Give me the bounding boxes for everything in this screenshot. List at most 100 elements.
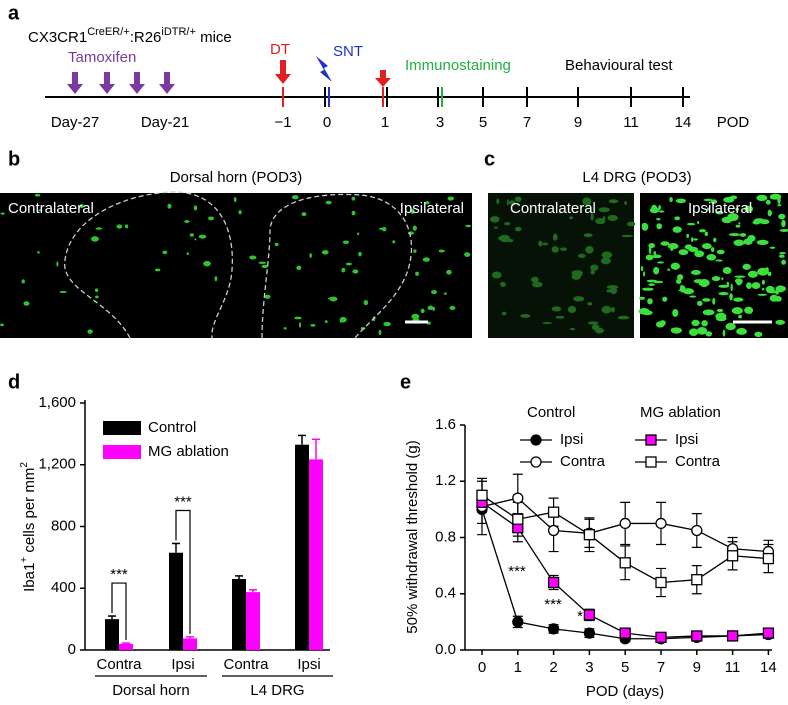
microglia-speck — [640, 266, 644, 272]
y-label-part: 2 — [19, 462, 30, 468]
marker — [655, 576, 667, 589]
microglia-speck — [777, 196, 781, 205]
legend-label: MG ablation — [148, 443, 229, 460]
microglia-speck — [647, 298, 653, 305]
microglia-speck — [712, 297, 716, 305]
microglia-speck — [0, 212, 5, 215]
pod-tick: −1 — [274, 114, 291, 131]
y-label-part: cells per mm — [21, 468, 38, 557]
microglia-speck — [678, 249, 689, 256]
microglia-speck — [648, 283, 655, 286]
microglia-speck — [203, 260, 211, 267]
microglia-speck — [91, 236, 99, 242]
microglia-speck — [34, 193, 41, 197]
marker — [512, 492, 524, 504]
microglia-speck — [711, 276, 721, 282]
microglia-speck — [715, 211, 724, 215]
microglia-speck — [656, 261, 665, 264]
microglia-speck — [378, 227, 387, 230]
microglia-speck — [363, 300, 369, 306]
significance-bracket — [111, 582, 127, 641]
microglia-speck — [301, 212, 307, 217]
legend-label: Contra — [675, 453, 721, 470]
microglia-speck — [691, 237, 694, 243]
marker — [726, 550, 739, 562]
microglia-speck — [498, 235, 507, 241]
microglia-speck — [342, 240, 350, 244]
marker — [583, 529, 596, 541]
microglia-speck — [324, 320, 328, 323]
microglia-speck — [411, 313, 420, 320]
microglia-speck — [729, 195, 738, 200]
microglia-speck — [675, 278, 682, 285]
microglia-speck — [514, 196, 522, 202]
legend-swatch — [103, 421, 141, 435]
microglia-speck — [690, 269, 701, 275]
drg-image — [640, 193, 788, 338]
microglia-speck — [742, 263, 751, 270]
microglia-speck — [706, 207, 710, 211]
microglia-speck — [489, 216, 500, 223]
microglia-speck — [447, 196, 455, 201]
microglia-speck — [198, 234, 207, 239]
microglia-speck — [686, 222, 696, 226]
bar — [232, 578, 246, 650]
microglia-speck — [327, 297, 334, 300]
microglia-speck — [412, 225, 417, 231]
microglia-speck — [449, 305, 456, 310]
microglia-speck — [422, 257, 430, 262]
annotation: *** — [544, 596, 562, 613]
group-label: L4 DRG — [250, 682, 304, 699]
dt-arrow — [375, 70, 391, 87]
microglia-speck — [606, 285, 619, 289]
legend-label: Ipsi — [675, 431, 698, 448]
annotation: *** — [508, 563, 526, 580]
microglia-speck — [754, 331, 763, 338]
timeline-labels: Day-27 Day-21 −1 0 1 3 5 7 9 11 14 POD — [51, 114, 750, 131]
microglia-speck — [777, 204, 782, 207]
microglia-speck — [731, 307, 743, 315]
microglia-speck — [653, 266, 660, 275]
dt-arrow — [275, 60, 291, 84]
microglia-speck — [672, 308, 679, 317]
microglia-speck — [339, 316, 347, 323]
microglia-speck — [154, 268, 161, 272]
microglia-speck — [446, 269, 452, 275]
microglia-speck — [621, 234, 634, 238]
legend-marker — [530, 434, 542, 446]
microglia-speck — [767, 209, 772, 217]
microglia-speck — [560, 247, 567, 251]
microglia-speck — [23, 301, 30, 306]
marker — [619, 557, 631, 569]
microglia-speck — [238, 210, 242, 215]
y-label-part: Iba1 — [21, 563, 38, 592]
microglia-speck — [310, 324, 316, 327]
annotation: * — [577, 608, 583, 625]
microglia-speck — [688, 328, 699, 337]
microglia-speck — [779, 228, 788, 232]
microglia-speck — [728, 233, 741, 237]
microglia-speck — [184, 220, 190, 223]
microglia-speck — [378, 329, 382, 336]
microglia-speck — [420, 308, 425, 314]
microglia-speck — [662, 296, 668, 302]
microglia-speck — [167, 203, 172, 209]
microglia-speck — [352, 269, 359, 274]
microglia-speck — [606, 289, 614, 293]
y-axis-label: 50% withdrawal threshold (g) — [404, 440, 421, 633]
microglia-speck — [431, 290, 437, 295]
microglia-speck — [624, 201, 627, 205]
microglia-speck — [641, 310, 653, 316]
microglia-speck — [778, 254, 785, 258]
microglia-speck — [641, 287, 654, 291]
microglia-speck — [701, 320, 708, 327]
bar — [246, 592, 260, 650]
microglia-speck — [781, 219, 786, 228]
microglia-speck — [775, 319, 786, 325]
microglia-speck — [56, 261, 59, 267]
marker — [547, 623, 560, 635]
marker — [547, 524, 560, 537]
microglia-speck — [341, 267, 346, 273]
microglia-speck — [722, 267, 732, 274]
microglia-speck — [189, 233, 194, 237]
